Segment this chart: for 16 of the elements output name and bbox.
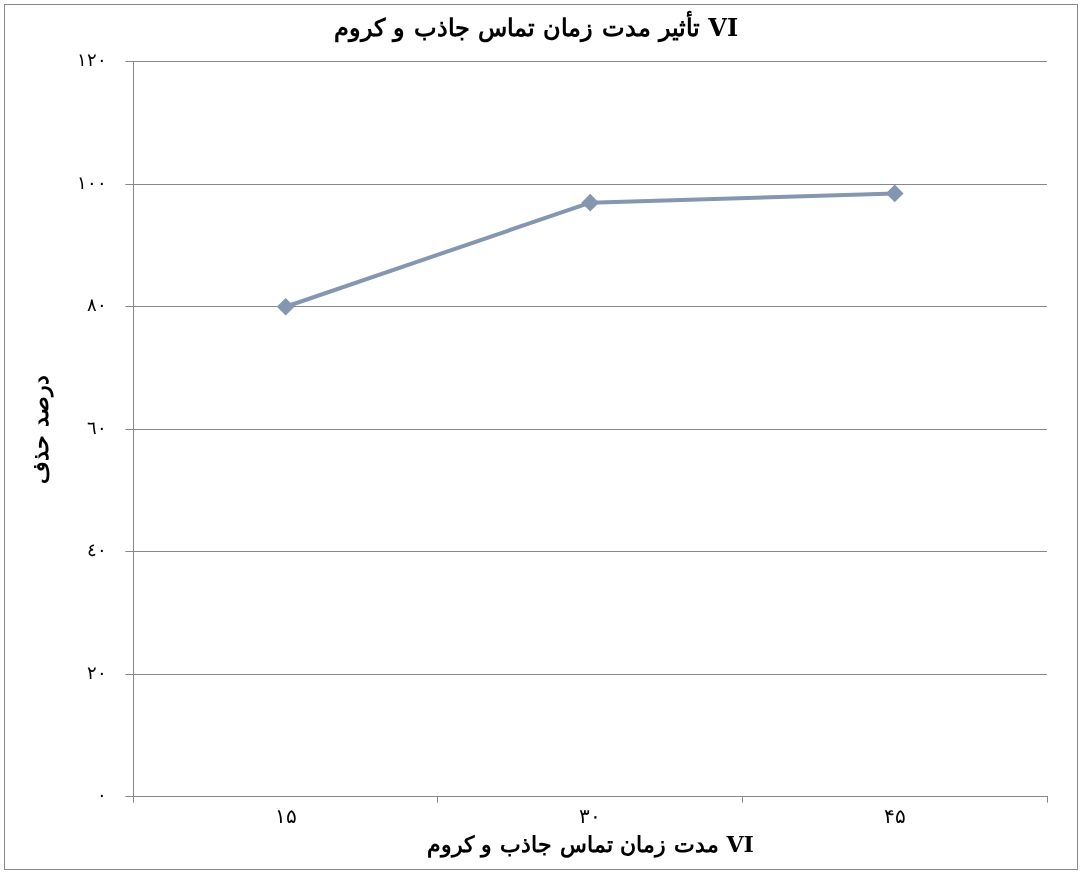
chart-title: تأثیر مدت زمان تماس جاذب و کروم VI — [333, 9, 739, 43]
x-tick-label: ۳۰ — [579, 803, 602, 828]
y-tick-label: ٤٠ — [87, 539, 108, 561]
y-tick-label: ١٠٠ — [77, 171, 108, 193]
y-axis-title: درصد حذف — [26, 374, 54, 484]
x-tick-label: ۱۵ — [274, 803, 297, 828]
y-tick-label: ٢٠ — [87, 661, 108, 683]
y-tick-label: ٨٠ — [87, 294, 108, 316]
point — [277, 298, 294, 315]
x-tick-label: ۴۵ — [883, 803, 906, 828]
y-tick-label: ٠ — [97, 784, 108, 806]
y-tick-label: ٦٠ — [87, 416, 108, 438]
x-axis-title: مدت زمان تماس جاذب و کروم VI — [426, 830, 754, 858]
point — [582, 194, 599, 211]
point — [886, 185, 903, 202]
y-tick-label: ١٢٠ — [77, 49, 108, 71]
